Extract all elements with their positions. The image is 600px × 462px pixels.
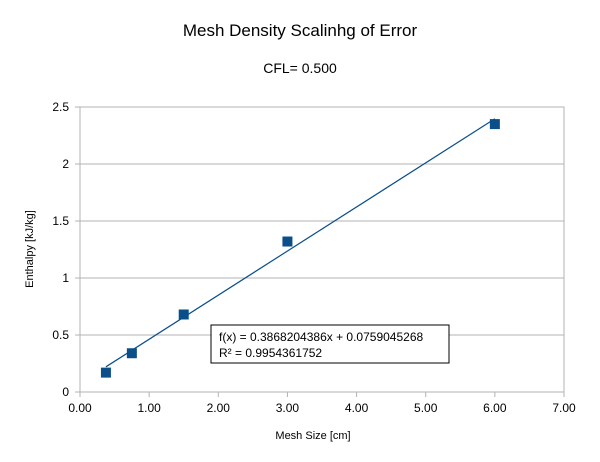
y-tick-label: 2.5 — [52, 100, 69, 114]
plot-area — [79, 106, 565, 393]
trendline-equation: f(x) = 0.3868204386x + 0.0759045268 — [219, 330, 423, 344]
trendline-equation-box: f(x) = 0.3868204386x + 0.0759045268 R² =… — [210, 324, 450, 364]
y-axis-ticks: 0 0.5 1 1.5 2 2.5 — [52, 100, 80, 399]
r-squared-label: R² = 0.9954361752 — [219, 346, 322, 360]
x-tick-label: 3.00 — [276, 401, 300, 415]
y-tick-label: 2 — [62, 157, 69, 171]
x-tick-label: 6.00 — [483, 401, 507, 415]
data-point — [282, 236, 293, 247]
x-axis-ticks: 0.00 1.00 2.00 3.00 4.00 5.00 6.00 7.00 — [68, 392, 576, 415]
data-point — [100, 367, 111, 378]
y-axis-label: Enthalpy [kJ/kg] — [24, 210, 36, 288]
y-tick-label: 0 — [62, 385, 69, 399]
chart-title: Mesh Density Scalinhg of Error — [183, 21, 418, 40]
x-tick-label: 7.00 — [552, 401, 576, 415]
y-tick-label: 1 — [62, 271, 69, 285]
chart-subtitle: CFL= 0.500 — [263, 60, 337, 76]
data-points — [100, 119, 500, 378]
x-tick-label: 4.00 — [345, 401, 369, 415]
x-tick-label: 0.00 — [68, 401, 92, 415]
trendline — [105, 118, 496, 368]
data-point — [489, 119, 500, 130]
x-tick-label: 1.00 — [137, 401, 161, 415]
data-point — [126, 348, 137, 359]
x-tick-label: 5.00 — [414, 401, 438, 415]
x-tick-label: 2.00 — [207, 401, 231, 415]
trendline-group — [105, 118, 496, 368]
y-tick-label: 1.5 — [52, 214, 69, 228]
equation-box-frame — [210, 324, 450, 364]
data-point — [178, 309, 189, 320]
x-axis-label: Mesh Size [cm] — [275, 430, 350, 442]
y-tick-label: 0.5 — [52, 328, 69, 342]
